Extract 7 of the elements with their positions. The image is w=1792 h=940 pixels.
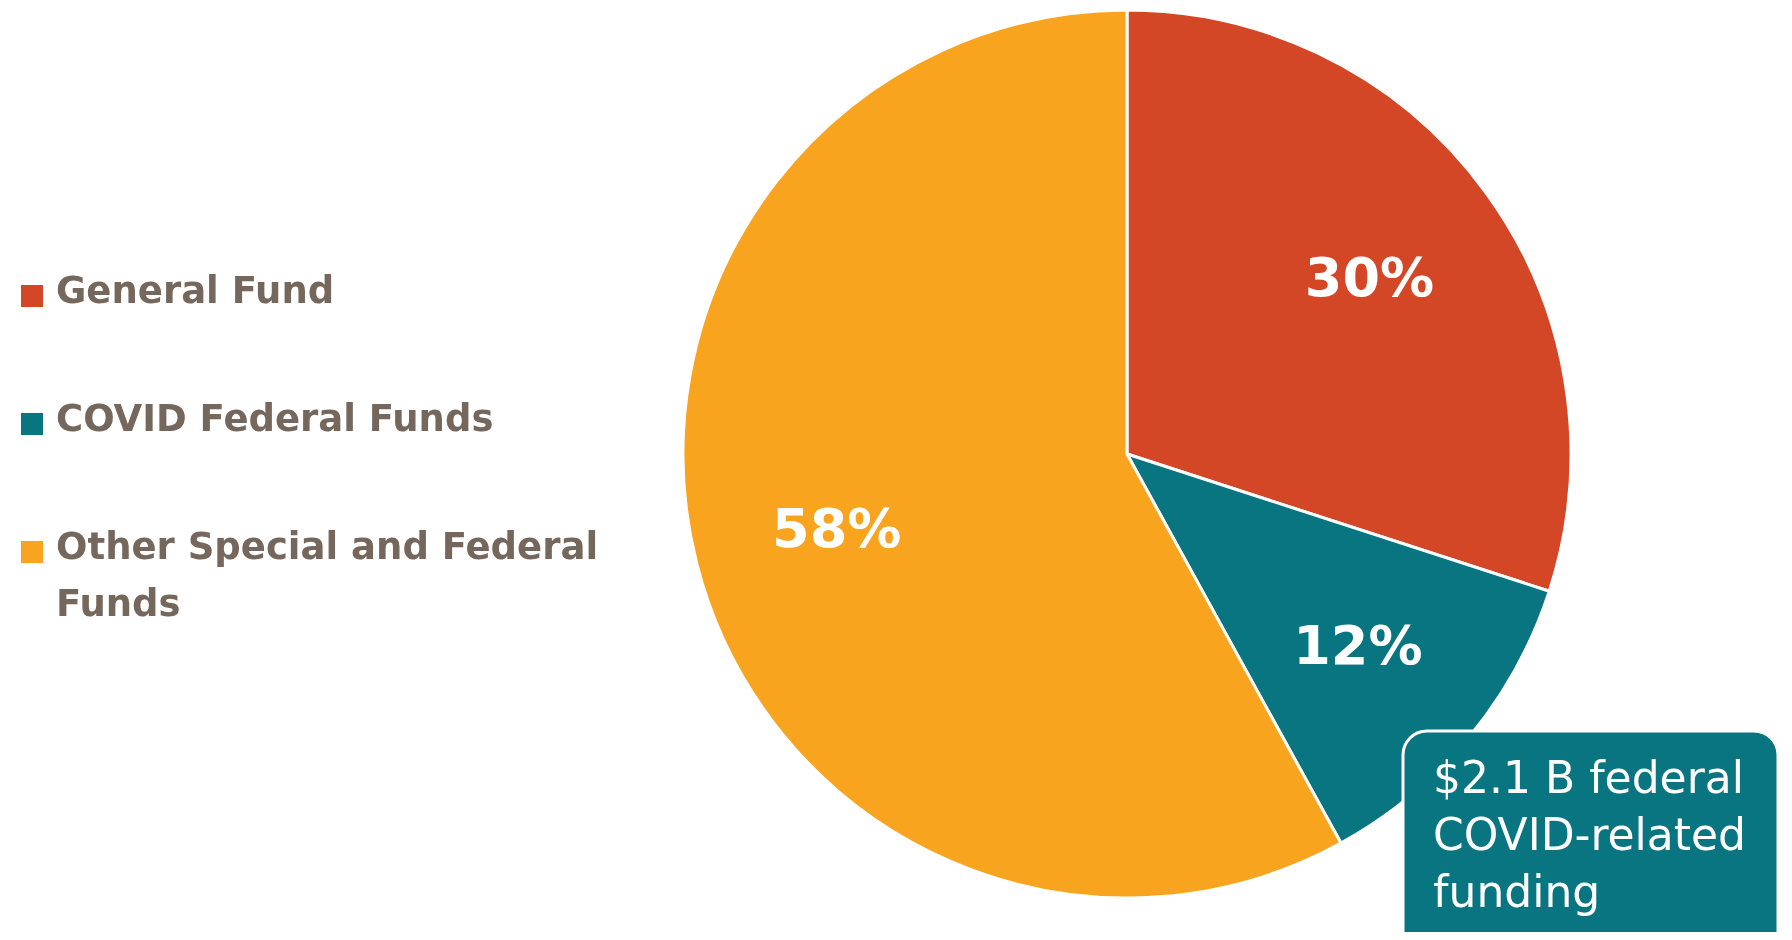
legend-label: Other Special and Federal Funds	[56, 525, 599, 625]
data-label: 12%	[1293, 613, 1423, 677]
legend-label: General Fund	[56, 269, 335, 312]
data-label: 58%	[772, 497, 902, 561]
legend-label: COVID Federal Funds	[56, 397, 494, 440]
text: $2.1 B federal COVID-related funding	[1433, 752, 1747, 917]
data-label: 30%	[1304, 246, 1435, 310]
